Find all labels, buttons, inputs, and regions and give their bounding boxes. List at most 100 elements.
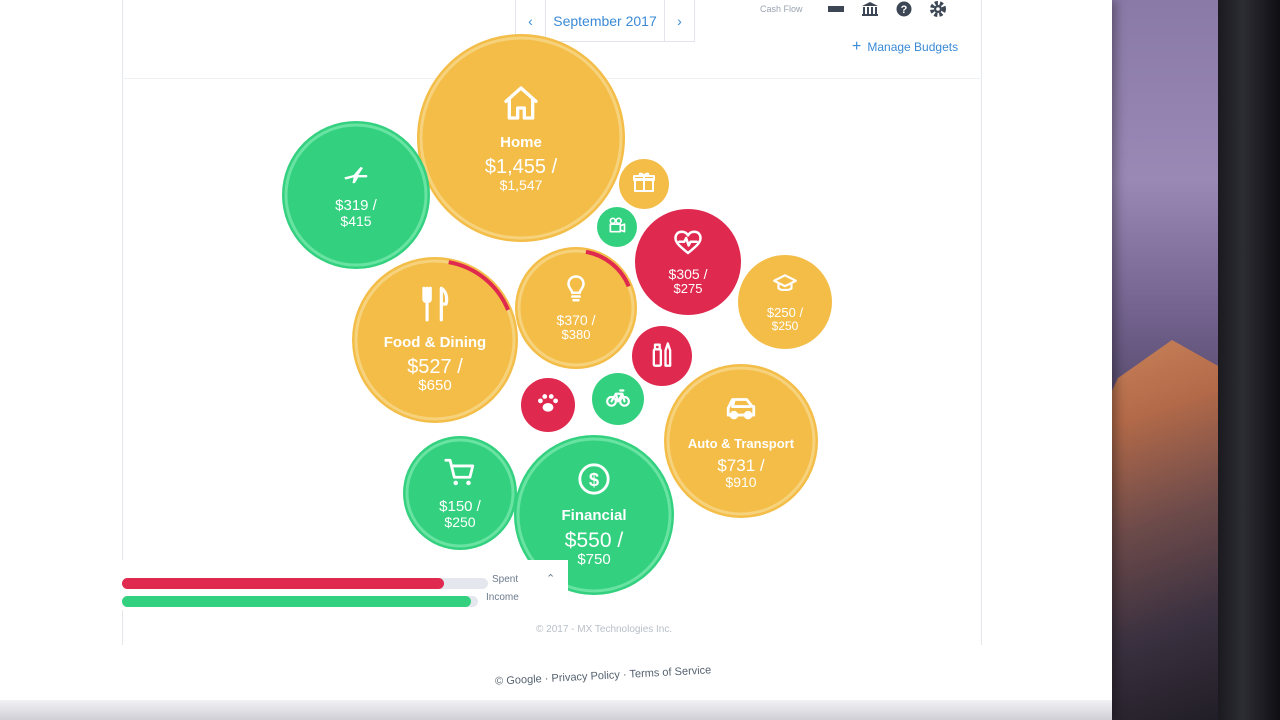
airplane-icon <box>342 161 370 194</box>
spent-bar-fill <box>122 578 445 589</box>
bubble-content: $370 /$380 <box>556 274 596 342</box>
budget-limit: $380 <box>561 326 591 342</box>
budget-bubble-projector[interactable] <box>597 207 637 247</box>
manage-budgets-button[interactable]: + Manage Budgets <box>852 38 958 56</box>
budget-limit: $250 <box>771 318 799 333</box>
budget-spent: $250 / <box>766 305 804 321</box>
budget-bubble-graduation-cap[interactable]: $250 /$250 <box>738 255 832 349</box>
progress-ring-track <box>516 437 672 593</box>
budget-spent: $305 / <box>668 266 708 282</box>
svg-text:$: $ <box>589 469 599 490</box>
cash-flow-tab[interactable]: Cash Flow <box>760 4 803 14</box>
gear-icon[interactable] <box>929 1 947 17</box>
bank-icon[interactable] <box>861 2 879 16</box>
current-month: September 2017 <box>553 12 657 29</box>
income-bar-fill <box>122 596 471 607</box>
budget-bubble-bicycle[interactable] <box>592 373 644 425</box>
bubble-content: $305 /$275 <box>668 228 708 296</box>
budget-bubble-shopping-cart[interactable]: $150 /$250 <box>403 436 517 550</box>
budget-bubble-home[interactable]: Home $1,455 /$1,547 <box>417 34 625 242</box>
bubble-content <box>535 390 561 421</box>
month-navigator: ‹ September 2017 › <box>515 0 695 42</box>
car-icon <box>724 391 758 430</box>
budget-limit: $650 <box>418 377 452 395</box>
bicycle-icon <box>605 384 631 415</box>
toiletries-icon <box>648 340 676 373</box>
budget-bubble-airplane[interactable]: $319 /$415 <box>282 121 430 269</box>
chevron-up-icon[interactable]: ⌃ <box>546 573 556 585</box>
budget-spent: $319 / <box>335 196 377 214</box>
budget-limit: $415 <box>340 212 372 229</box>
budget-name: Auto & Transport <box>687 436 795 452</box>
budget-bubble-heartbeat[interactable]: $305 /$275 <box>635 209 741 315</box>
manage-budgets-label: Manage Budgets <box>867 40 959 54</box>
graduation-cap-icon <box>772 271 798 302</box>
gift-icon <box>632 170 656 199</box>
budget-limit: $275 <box>673 280 703 296</box>
budget-name: Financial <box>561 506 627 524</box>
budget-spent: $150 / <box>439 497 481 515</box>
bubble-content <box>632 170 656 199</box>
bubble-content: Home $1,455 /$1,547 <box>485 83 557 193</box>
progress-ring <box>419 36 623 240</box>
budget-limit: $750 <box>577 550 611 568</box>
progress-ring <box>666 366 816 516</box>
help-icon[interactable]: ? <box>895 1 913 17</box>
progress-ring-track <box>666 366 816 516</box>
list-icon[interactable] <box>827 2 845 16</box>
progress-ring-track <box>419 36 623 240</box>
spent-label: Spent <box>492 574 519 585</box>
bubble-content <box>605 384 631 415</box>
progress-ring <box>284 123 428 267</box>
screen-bottom-edge <box>0 700 1112 720</box>
budget-bubble-lightbulb[interactable]: $370 /$380 <box>515 247 637 369</box>
income-bar <box>122 596 478 607</box>
progress-ring-track <box>354 259 516 421</box>
budget-bubble-toiletries[interactable] <box>632 326 692 386</box>
plus-icon: + <box>852 38 862 55</box>
spent-bar <box>122 578 488 589</box>
budget-name: Food & Dining <box>383 334 487 352</box>
budget-bubble-auto-transport[interactable]: Auto & Transport $731 /$910 <box>664 364 818 518</box>
paw-icon <box>535 390 561 421</box>
projector-icon <box>607 215 627 240</box>
svg-text:?: ? <box>900 4 907 16</box>
google-credit: © Google <box>494 673 543 688</box>
budget-bubble-food-dining[interactable]: Food & Dining $527 /$650 <box>352 257 518 423</box>
budget-name: Home <box>500 133 542 151</box>
progress-ring-overspend <box>517 249 635 367</box>
bubble-content: $319 /$415 <box>335 161 377 229</box>
top-toolbar: Cash Flow ? <box>760 0 970 18</box>
progress-ring <box>354 259 516 421</box>
fork-knife-icon <box>416 285 454 328</box>
chevron-left-icon: ‹ <box>528 12 533 29</box>
budget-limit: $1,547 <box>499 176 543 193</box>
shopping-cart-icon <box>443 456 477 495</box>
progress-ring-track <box>405 438 515 548</box>
monitor-bezel <box>1218 0 1280 720</box>
budget-spent: $1,455 / <box>484 155 558 178</box>
budget-spent: $731 / <box>717 456 765 476</box>
progress-ring <box>517 249 635 367</box>
budget-limit: $250 <box>444 513 476 530</box>
home-icon <box>501 83 541 128</box>
bubble-content: $ Financial $550 /$750 <box>561 462 627 569</box>
bubble-content: Auto & Transport $731 /$910 <box>688 391 794 490</box>
bubble-content: $150 /$250 <box>439 456 481 530</box>
prev-month-button[interactable]: ‹ <box>516 0 546 41</box>
progress-ring-track <box>284 123 428 267</box>
copyright-text: © 2017 - MX Technologies Inc. <box>536 624 673 635</box>
bubble-content: $250 /$250 <box>767 271 803 333</box>
bubble-content <box>607 215 627 240</box>
budget-spent: $370 / <box>556 312 596 328</box>
budget-limit: $910 <box>725 474 757 491</box>
budget-bubble-paw[interactable] <box>521 378 575 432</box>
chevron-right-icon: › <box>677 12 682 29</box>
budget-bubble-gift[interactable] <box>619 159 669 209</box>
dollar-icon: $ <box>577 462 611 501</box>
progress-ring <box>405 438 515 548</box>
budget-spent: $550 / <box>564 528 624 552</box>
next-month-button[interactable]: › <box>664 0 694 41</box>
bubble-content: Food & Dining $527 /$650 <box>384 285 486 395</box>
progress-ring-track <box>517 249 635 367</box>
